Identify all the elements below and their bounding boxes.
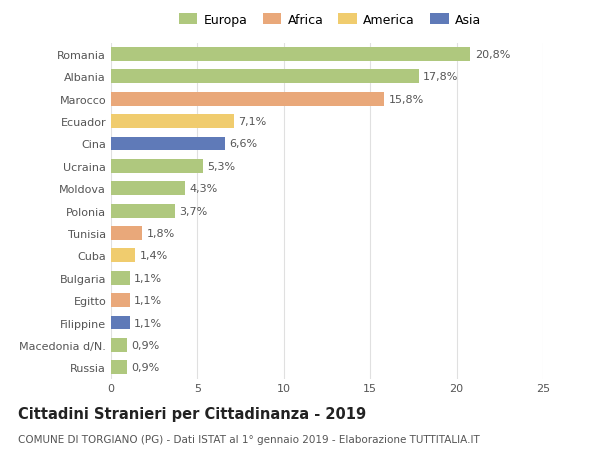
Text: 17,8%: 17,8% bbox=[423, 72, 458, 82]
Bar bbox=[111, 204, 175, 218]
Text: 1,8%: 1,8% bbox=[146, 229, 175, 239]
Text: Cittadini Stranieri per Cittadinanza - 2019: Cittadini Stranieri per Cittadinanza - 2… bbox=[18, 406, 366, 421]
Text: 1,1%: 1,1% bbox=[134, 318, 163, 328]
Text: 4,3%: 4,3% bbox=[190, 184, 218, 194]
Text: 5,3%: 5,3% bbox=[207, 162, 235, 172]
Text: 15,8%: 15,8% bbox=[388, 95, 424, 105]
Text: 1,1%: 1,1% bbox=[134, 296, 163, 306]
Text: 3,7%: 3,7% bbox=[179, 206, 208, 216]
Bar bbox=[111, 70, 419, 84]
Text: 20,8%: 20,8% bbox=[475, 50, 510, 60]
Bar bbox=[111, 160, 203, 174]
Text: COMUNE DI TORGIANO (PG) - Dati ISTAT al 1° gennaio 2019 - Elaborazione TUTTITALI: COMUNE DI TORGIANO (PG) - Dati ISTAT al … bbox=[18, 434, 480, 444]
Bar bbox=[111, 48, 470, 62]
Bar bbox=[111, 316, 130, 330]
Bar bbox=[111, 182, 185, 196]
Text: 0,9%: 0,9% bbox=[131, 363, 159, 373]
Text: 6,6%: 6,6% bbox=[229, 139, 257, 149]
Bar bbox=[111, 93, 384, 106]
Bar bbox=[111, 338, 127, 352]
Text: 7,1%: 7,1% bbox=[238, 117, 266, 127]
Bar bbox=[111, 249, 135, 263]
Text: 1,1%: 1,1% bbox=[134, 273, 163, 283]
Bar bbox=[111, 227, 142, 241]
Bar bbox=[111, 137, 225, 151]
Bar bbox=[111, 115, 233, 129]
Bar bbox=[111, 294, 130, 308]
Text: 0,9%: 0,9% bbox=[131, 340, 159, 350]
Bar bbox=[111, 361, 127, 375]
Legend: Europa, Africa, America, Asia: Europa, Africa, America, Asia bbox=[173, 9, 487, 32]
Bar bbox=[111, 271, 130, 285]
Text: 1,4%: 1,4% bbox=[140, 251, 168, 261]
